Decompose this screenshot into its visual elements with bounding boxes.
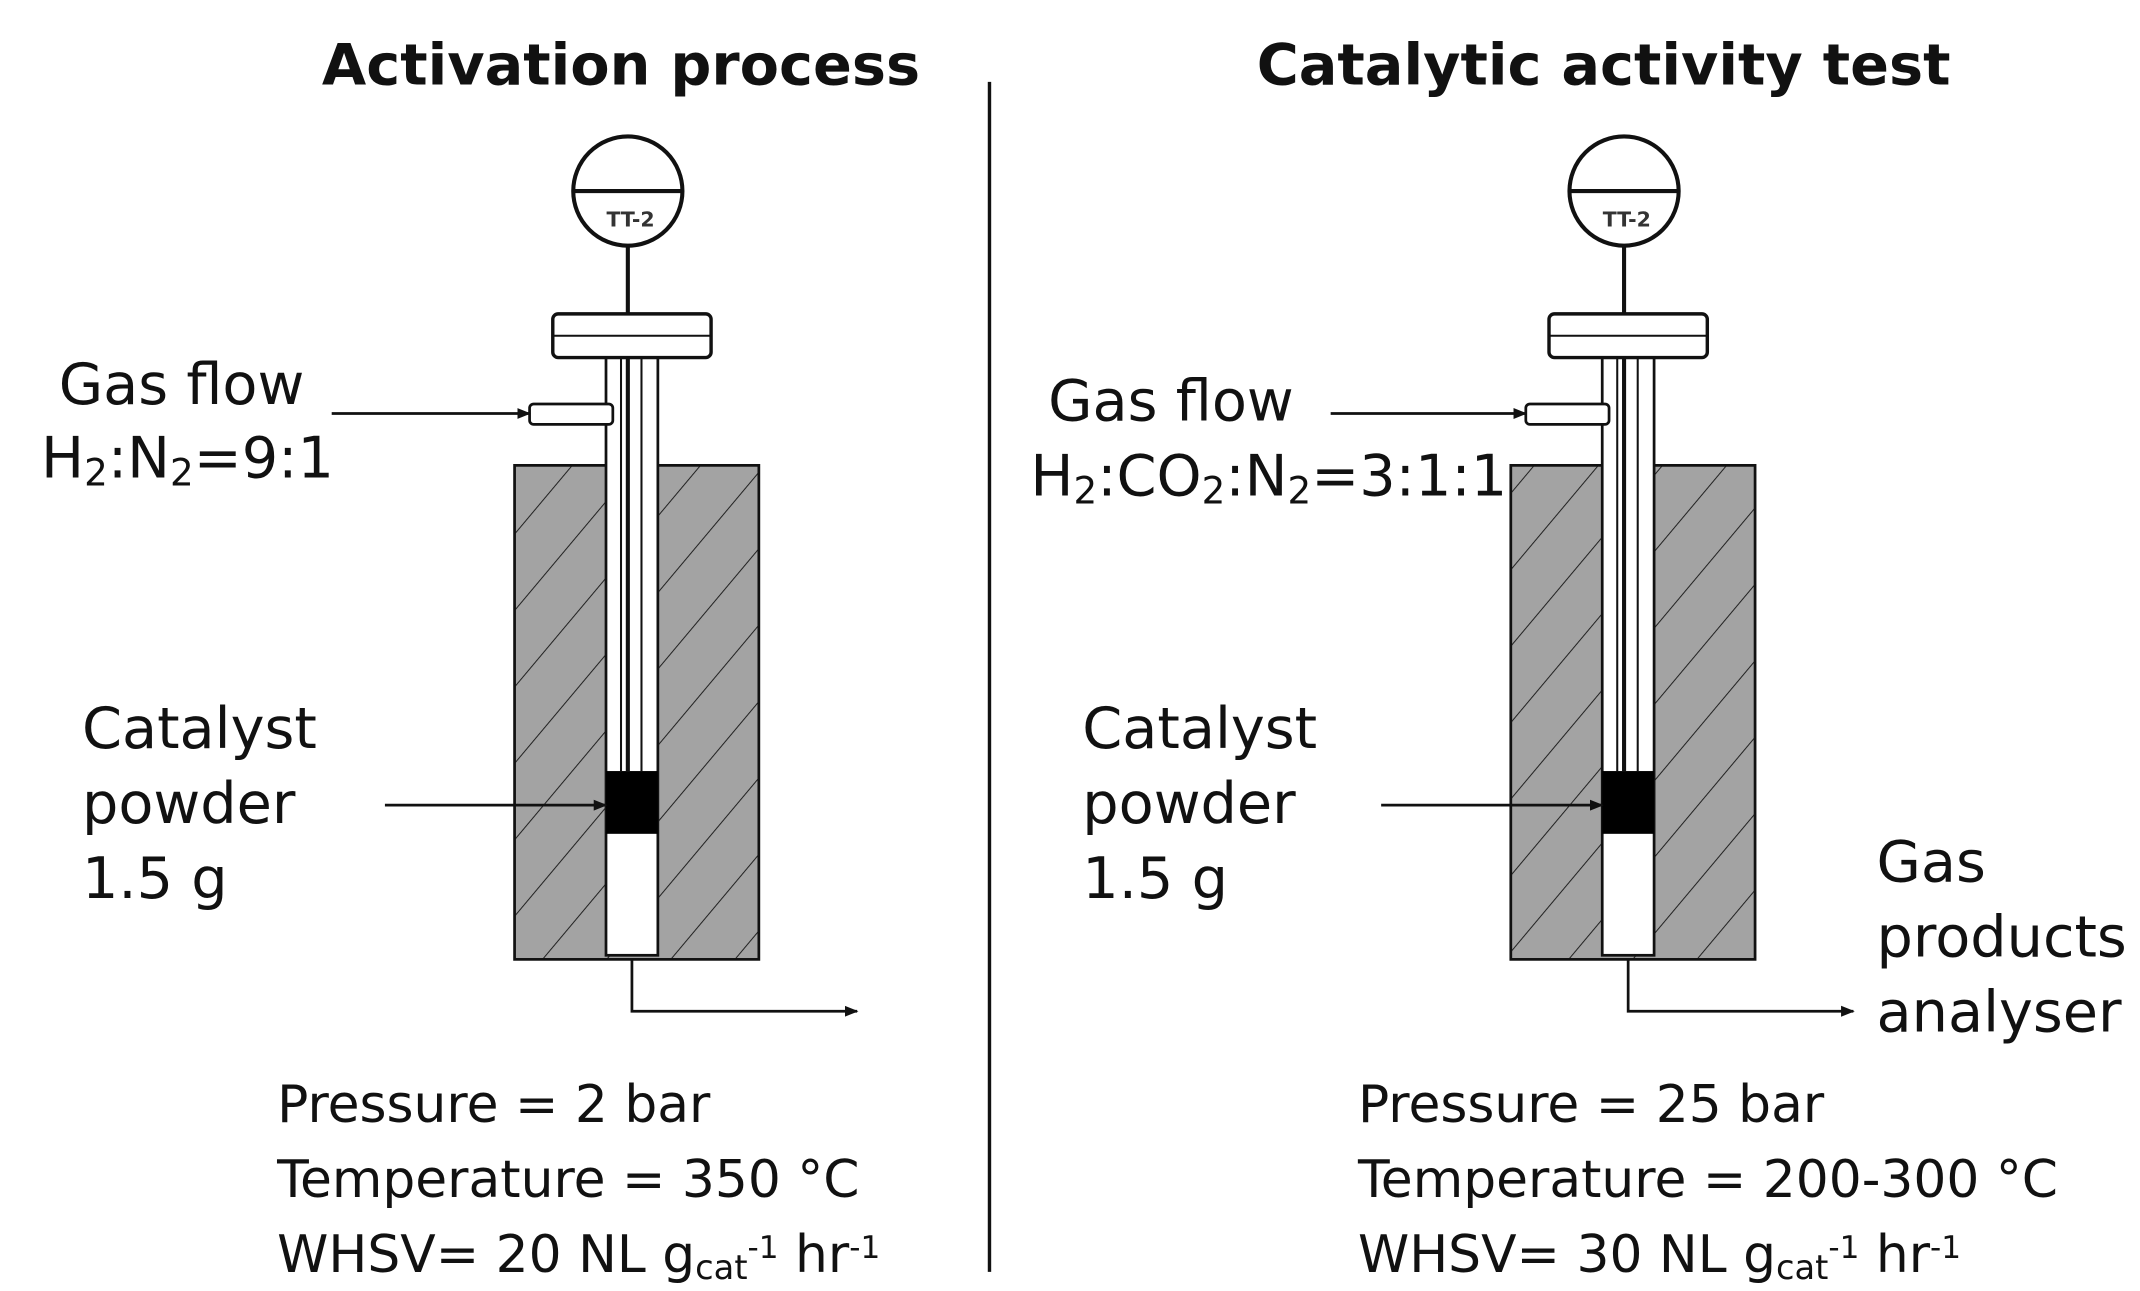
gas-flow-label: Gas flow [1048, 367, 1294, 434]
condition: Pressure = 2 bar [277, 1075, 711, 1135]
text-run: =9:1 [194, 425, 334, 492]
condition: WHSV= 20 NL gcat-1 hr-1 [277, 1225, 880, 1287]
catalyst-label: Catalyst [82, 695, 317, 762]
text-run: Pressure = 25 bar [1358, 1075, 1825, 1135]
gauge-label: TT-2 [1603, 208, 1651, 232]
subscript: cat [695, 1248, 747, 1287]
text-run: :N [1225, 442, 1287, 509]
gas-composition: H2:CO2:N2=3:1:1 [1030, 442, 1507, 512]
catalyst-label: powder [1082, 770, 1296, 837]
subscript: 2 [1202, 469, 1226, 513]
gas-flow-label: Gas flow [59, 351, 305, 418]
supscript: -1 [1828, 1230, 1859, 1266]
text-run: :N [108, 425, 170, 492]
text-run: Temperature = 200-300 °C [1357, 1150, 2058, 1210]
outlet-line [1626, 959, 1855, 1017]
reactor-tube [604, 356, 660, 957]
text-run: Temperature = 350 °C [276, 1150, 859, 1210]
panel-title: Catalytic activity test [1257, 32, 1951, 99]
gas-inlet [528, 402, 615, 426]
text-run: H [41, 425, 84, 492]
subscript: 2 [1074, 469, 1098, 513]
supscript: -1 [748, 1230, 779, 1266]
catalyst-label: powder [82, 770, 296, 837]
text-run: hr [779, 1225, 850, 1285]
catalyst-label: 1.5 g [1082, 845, 1228, 912]
subscript: 2 [1288, 469, 1312, 513]
outlet-label: Gas [1877, 829, 1986, 896]
text-run: :CO [1097, 442, 1201, 509]
reactor-tube [1600, 356, 1656, 957]
condition: Temperature = 350 °C [276, 1150, 859, 1210]
supscript: -1 [849, 1230, 880, 1266]
text-run: =3:1:1 [1311, 442, 1507, 509]
outlet-label: analyser [1877, 979, 2122, 1046]
subscript: 2 [84, 451, 108, 495]
outlet-label: products [1877, 904, 2127, 971]
text-run: H [1030, 442, 1073, 509]
outlet-line [630, 959, 859, 1017]
catalyst-bed [1602, 771, 1655, 834]
text-run: WHSV= 20 NL g [277, 1225, 695, 1285]
catalyst-label: 1.5 g [82, 845, 228, 912]
catalyst-label: Catalyst [1082, 695, 1317, 762]
gas-composition: H2:N2=9:1 [41, 425, 334, 495]
subscript: 2 [170, 451, 194, 495]
supscript: -1 [1930, 1230, 1961, 1266]
condition: WHSV= 30 NL gcat-1 hr-1 [1358, 1225, 1961, 1287]
gas-inlet [1524, 402, 1611, 426]
subscript: cat [1776, 1248, 1828, 1287]
condition: Temperature = 200-300 °C [1357, 1150, 2058, 1210]
text-run: WHSV= 30 NL g [1358, 1225, 1776, 1285]
panel-title: Activation process [322, 32, 920, 99]
text-run: hr [1859, 1225, 1930, 1285]
catalyst-bed [606, 771, 658, 834]
gauge-label: TT-2 [607, 208, 655, 232]
condition: Pressure = 25 bar [1358, 1075, 1825, 1135]
text-run: Pressure = 2 bar [277, 1075, 711, 1135]
